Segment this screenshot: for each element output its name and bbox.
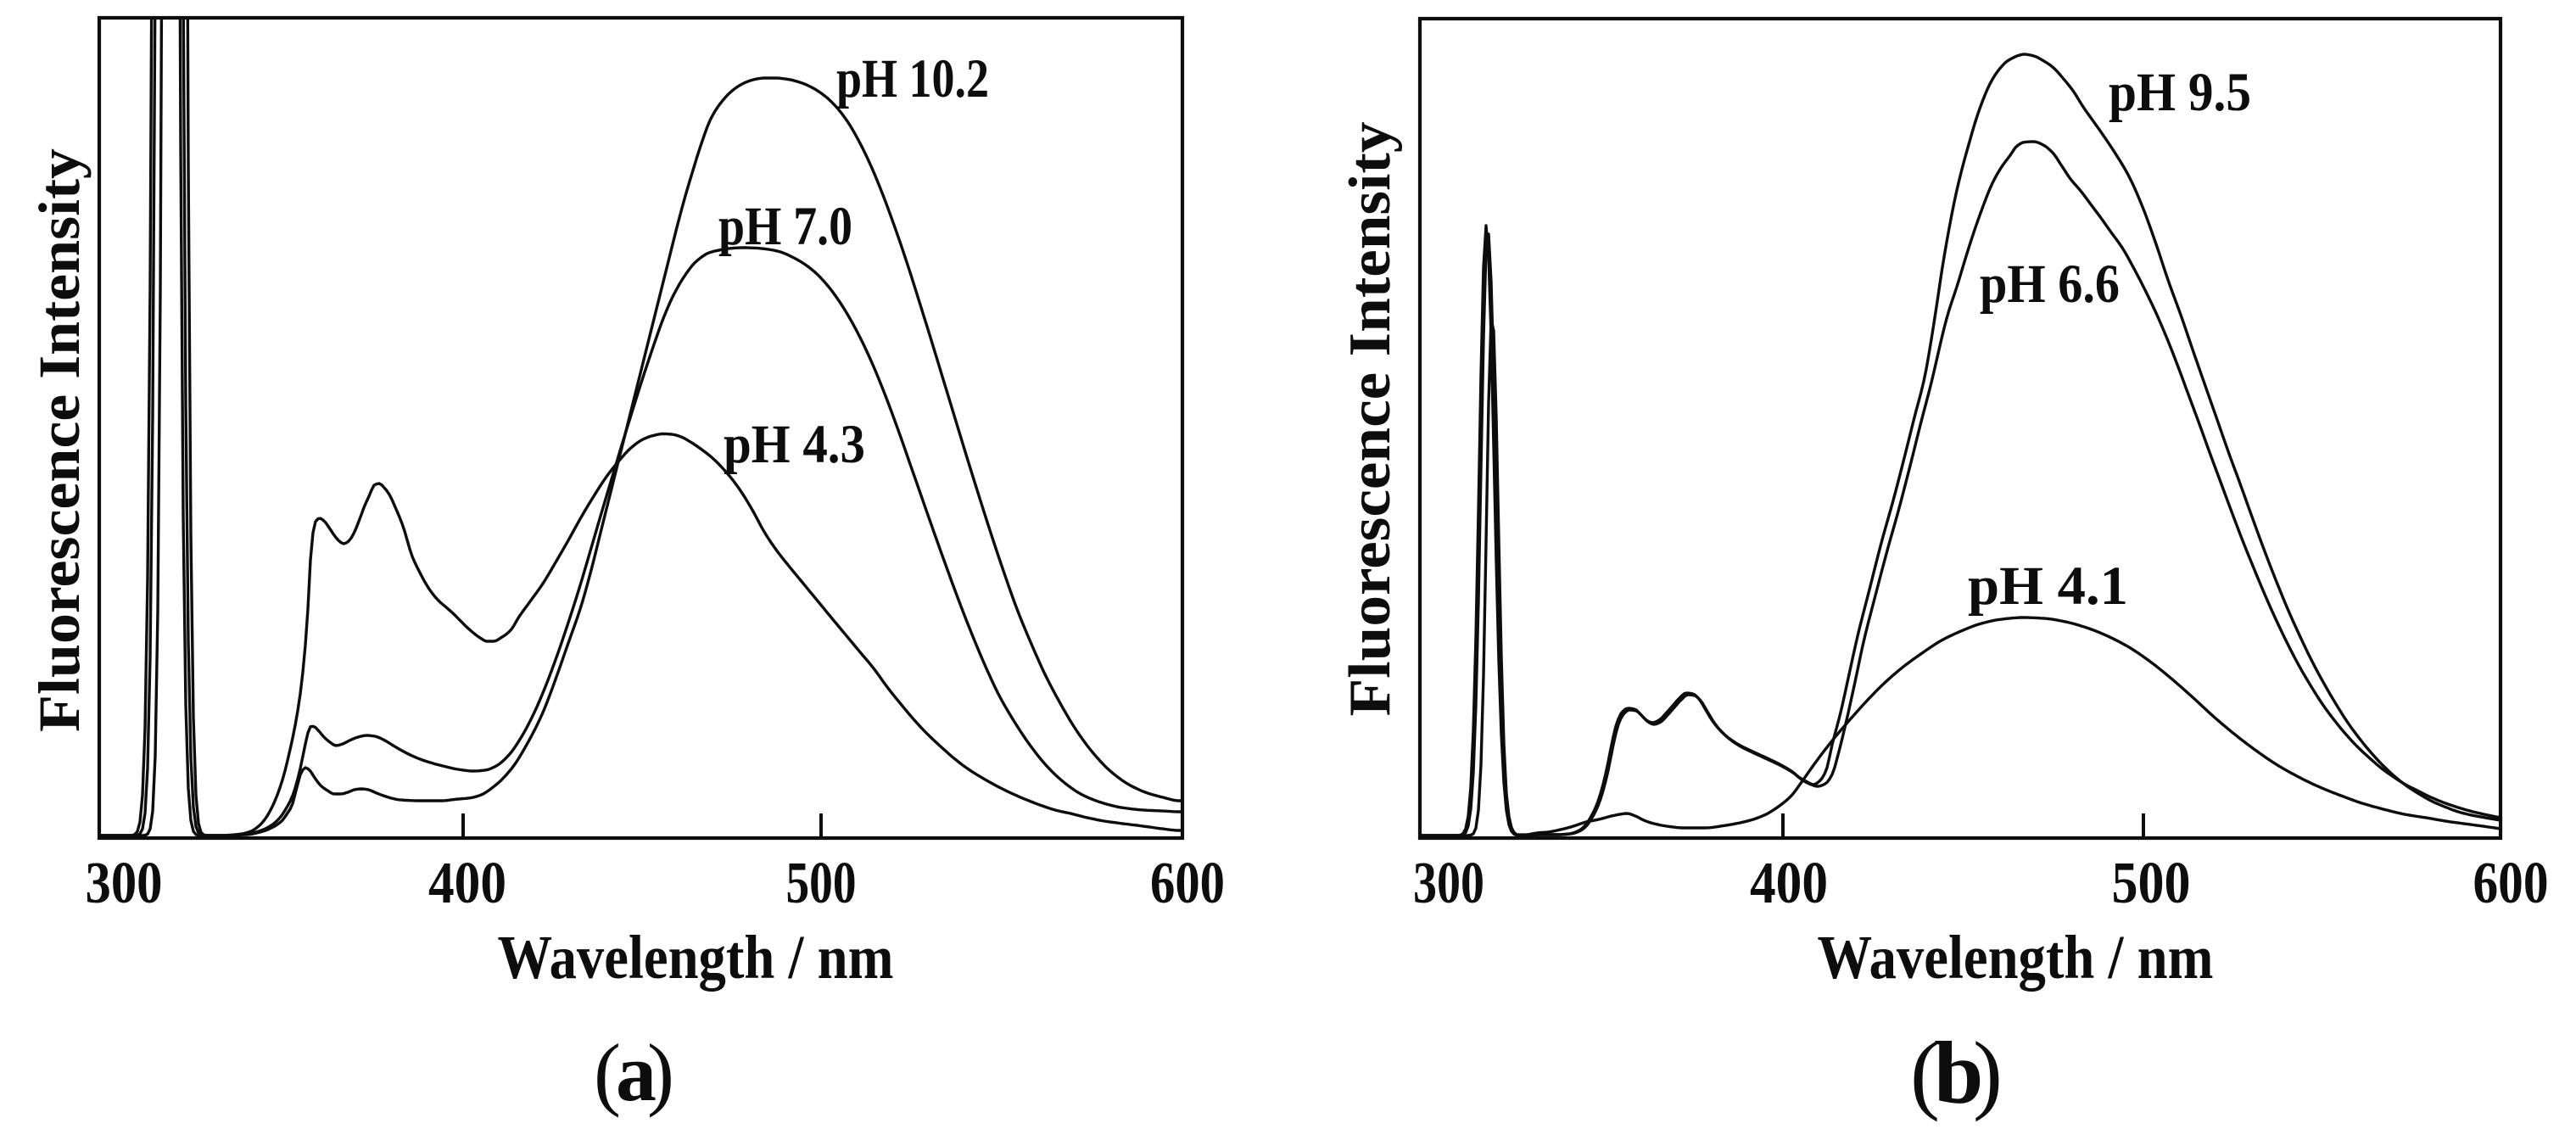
svg-text:pH 7.0: pH 7.0 <box>718 196 852 257</box>
svg-text:): ) <box>1973 1023 2003 1122</box>
svg-text:(: ( <box>1910 1023 1940 1122</box>
svg-text:400: 400 <box>428 851 506 916</box>
svg-text:pH 4.3: pH 4.3 <box>724 414 865 475</box>
svg-text:pH 6.6: pH 6.6 <box>1980 254 2120 315</box>
svg-text:pH 4.1: pH 4.1 <box>1968 556 2128 617</box>
svg-text:pH 9.5: pH 9.5 <box>2109 62 2251 123</box>
svg-text:600: 600 <box>2473 851 2549 916</box>
svg-text:300: 300 <box>86 851 163 916</box>
svg-text:Fluorescence Intensity: Fluorescence Intensity <box>27 148 92 732</box>
svg-text:Fluorescence Intensity: Fluorescence Intensity <box>1338 122 1403 717</box>
svg-text:pH 10.2: pH 10.2 <box>836 48 989 109</box>
svg-text:Wavelength / nm: Wavelength / nm <box>498 923 894 992</box>
svg-text:a: a <box>616 1027 657 1118</box>
svg-text:500: 500 <box>786 851 857 916</box>
svg-text:Wavelength / nm: Wavelength / nm <box>1818 923 2214 992</box>
svg-text:400: 400 <box>1750 851 1828 916</box>
svg-text:500: 500 <box>2112 851 2191 916</box>
svg-text:): ) <box>647 1027 674 1118</box>
svg-text:b: b <box>1934 1023 1983 1122</box>
svg-text:600: 600 <box>1150 851 1225 916</box>
svg-text:300: 300 <box>1413 851 1484 916</box>
svg-text:(: ( <box>594 1027 621 1118</box>
